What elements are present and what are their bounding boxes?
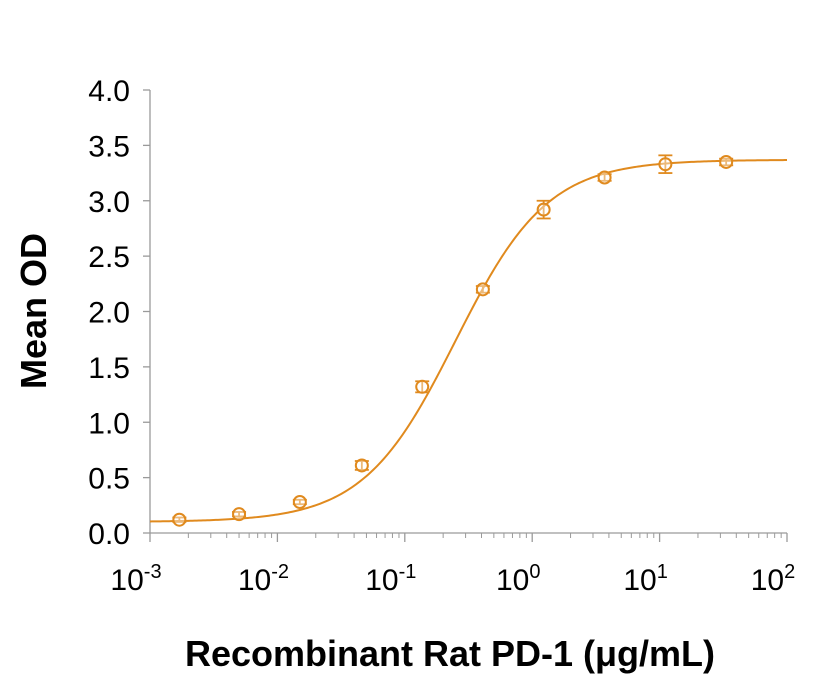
point-marker [719, 154, 734, 169]
x-tick-label: 10-3 [110, 561, 161, 597]
y-tick-label: 0.0 [88, 518, 130, 551]
y-tick-label: 2.0 [88, 297, 130, 330]
y-tick-label: 1.0 [88, 407, 130, 440]
point-marker [597, 170, 612, 185]
point-marker [232, 507, 247, 522]
data-point [354, 458, 369, 473]
y-tick-label: 4.0 [88, 75, 130, 108]
x-tick-label: 10-2 [238, 561, 289, 597]
x-tick-label: 100 [496, 561, 541, 597]
x-axis-title: Recombinant Rat PD-1 (μg/mL) [185, 633, 715, 674]
data-point [536, 199, 551, 220]
y-tick-label: 3.0 [88, 186, 130, 219]
point-marker [475, 282, 490, 297]
point-marker [172, 512, 187, 527]
point-marker [354, 458, 369, 473]
y-axis-title: Mean OD [13, 233, 54, 389]
data-point [292, 494, 307, 509]
data-point [415, 379, 430, 394]
fit-curve-layer [149, 159, 788, 523]
axes: 0.0 0.5 1.0 1.5 2.0 2.5 3.0 3.5 4.0 10-3 10-2 10-1 1… [88, 75, 795, 597]
data-point [232, 507, 247, 522]
data-point [597, 170, 612, 185]
point-marker [292, 494, 307, 509]
y-tick-label: 3.5 [88, 130, 130, 163]
x-tick-label: 101 [623, 561, 668, 597]
y-tick-label: 1.5 [88, 352, 130, 385]
data-point [172, 512, 187, 527]
point-marker [415, 379, 430, 394]
point-marker [536, 202, 551, 217]
point-marker [658, 157, 673, 172]
y-tick-label: 0.5 [88, 463, 130, 496]
fit-curve [149, 159, 788, 523]
data-point [658, 154, 673, 174]
y-tick-label: 2.5 [88, 241, 130, 274]
x-tick-label: 10-1 [365, 561, 416, 597]
data-points-layer [172, 154, 734, 527]
data-point [719, 154, 734, 169]
x-tick-label: 102 [751, 561, 796, 597]
data-point [475, 282, 490, 297]
